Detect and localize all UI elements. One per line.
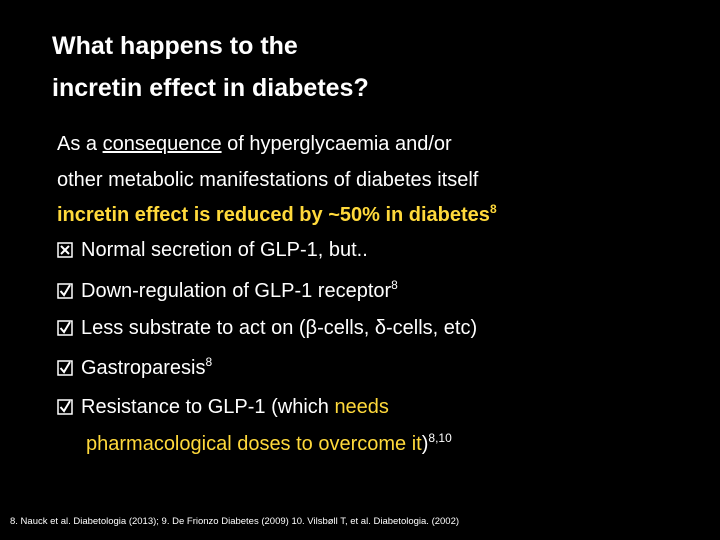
text: Gastroparesis — [81, 357, 206, 379]
check-box-icon — [57, 320, 73, 336]
reference: 8 — [489, 202, 497, 216]
text: Less substrate to act on (β-cells, δ-cel… — [81, 317, 478, 339]
bullet: Normal secretion of GLP-1, but.. — [57, 239, 368, 262]
text: ) — [421, 433, 429, 455]
text: As a — [57, 133, 103, 155]
bullet: Down-regulation of GLP-1 receptor8 — [57, 278, 398, 303]
reference: 8,10 — [428, 431, 452, 445]
text: Normal secretion of GLP-1, but.. — [81, 239, 368, 261]
check-box-icon — [57, 283, 73, 299]
highlight-text: needs — [334, 396, 389, 418]
underlined-text: consequence — [102, 133, 222, 155]
footer-references: 8. Nauck et al. Diabetologia (2013); 9. … — [10, 516, 460, 527]
bullet: Less substrate to act on (β-cells, δ-cel… — [57, 317, 477, 340]
reference: 8 — [205, 355, 213, 369]
intro-line: other metabolic manifestations of diabet… — [57, 169, 479, 191]
title-line: What happens to the — [52, 32, 298, 60]
bullet: Resistance to GLP-1 (which needs — [57, 396, 389, 419]
text: incretin effect is reduced by ~50% in di… — [57, 204, 490, 226]
title-line: incretin effect in diabetes? — [52, 74, 369, 102]
highlight-line: incretin effect is reduced by ~50% in di… — [57, 202, 497, 227]
text: of hyperglycaemia and/or — [221, 133, 452, 155]
text: Resistance to GLP-1 (which — [81, 396, 335, 418]
check-box-icon — [57, 399, 73, 415]
highlight-text: pharmacological doses to overcome it — [86, 433, 422, 455]
check-box-icon — [57, 360, 73, 376]
text: Down-regulation of GLP-1 receptor — [81, 280, 392, 302]
cross-box-icon — [57, 242, 73, 258]
bullet-continuation: pharmacological doses to overcome it)8,1… — [86, 431, 452, 456]
bullet: Gastroparesis8 — [57, 355, 212, 380]
reference: 8 — [391, 278, 398, 292]
intro-line: As a consequence of hyperglycaemia and/o… — [57, 133, 452, 156]
